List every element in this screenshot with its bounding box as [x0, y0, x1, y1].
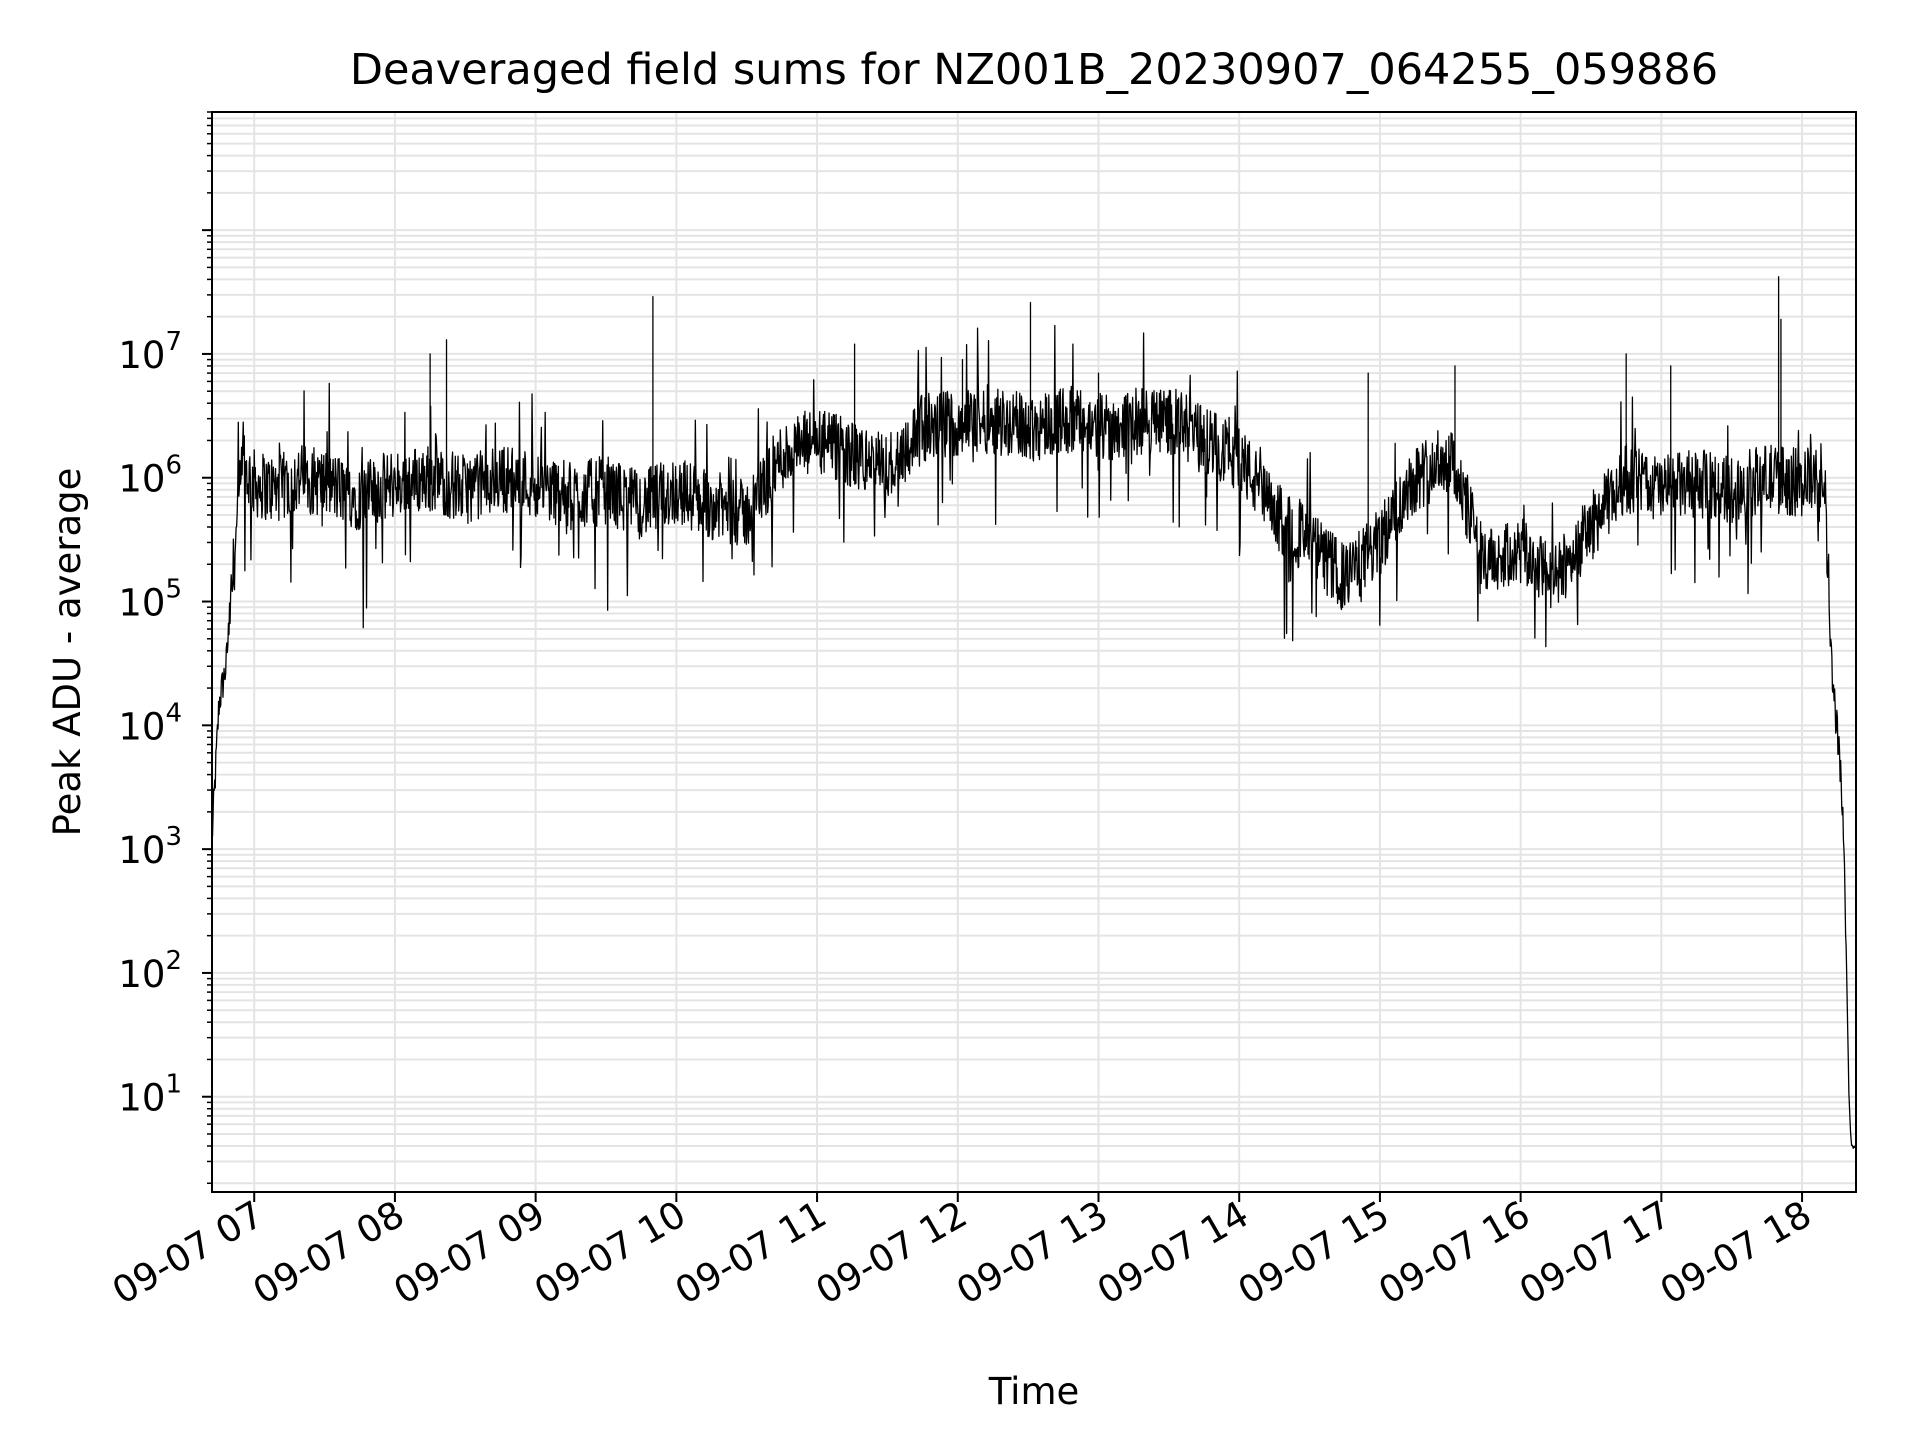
- y-tick-label: 103: [118, 822, 182, 872]
- x-tick-label: 09-07 13: [949, 1193, 1115, 1313]
- axes-frame: [211, 111, 1857, 1193]
- series-line: [211, 276, 1857, 1150]
- x-tick-label: 09-07 08: [246, 1193, 412, 1313]
- grid: [212, 111, 1856, 1192]
- x-tick-label: 09-07 15: [1231, 1193, 1397, 1313]
- x-tick-label: 09-07 14: [1090, 1193, 1256, 1313]
- x-tick-label: 09-07 11: [668, 1193, 834, 1313]
- y-axis-label: Peak ADU - average: [46, 468, 89, 837]
- y-tick-label: 105: [118, 575, 182, 625]
- y-tick-label: 101: [118, 1070, 182, 1120]
- x-tick-label: 09-07 09: [387, 1193, 553, 1313]
- x-tick-label: 09-07 10: [527, 1193, 693, 1313]
- y-tick-label: 104: [118, 698, 182, 748]
- x-tick-label: 09-07 12: [809, 1193, 975, 1313]
- ticks: [202, 111, 1804, 1202]
- y-tick-label: 107: [118, 327, 182, 377]
- chart-title: Deaveraged field sums for NZ001B_2023090…: [350, 45, 1718, 95]
- x-axis-label: Time: [988, 1370, 1080, 1413]
- y-tick-label: 102: [118, 946, 182, 996]
- x-tick-label: 09-07 17: [1512, 1193, 1678, 1313]
- x-tick-label: 09-07 16: [1372, 1193, 1538, 1313]
- x-tick-label: 09-07 18: [1653, 1193, 1819, 1313]
- x-tick-label: 09-07 07: [105, 1193, 271, 1313]
- y-tick-label: 106: [118, 451, 182, 501]
- series-layer: [211, 276, 1857, 1150]
